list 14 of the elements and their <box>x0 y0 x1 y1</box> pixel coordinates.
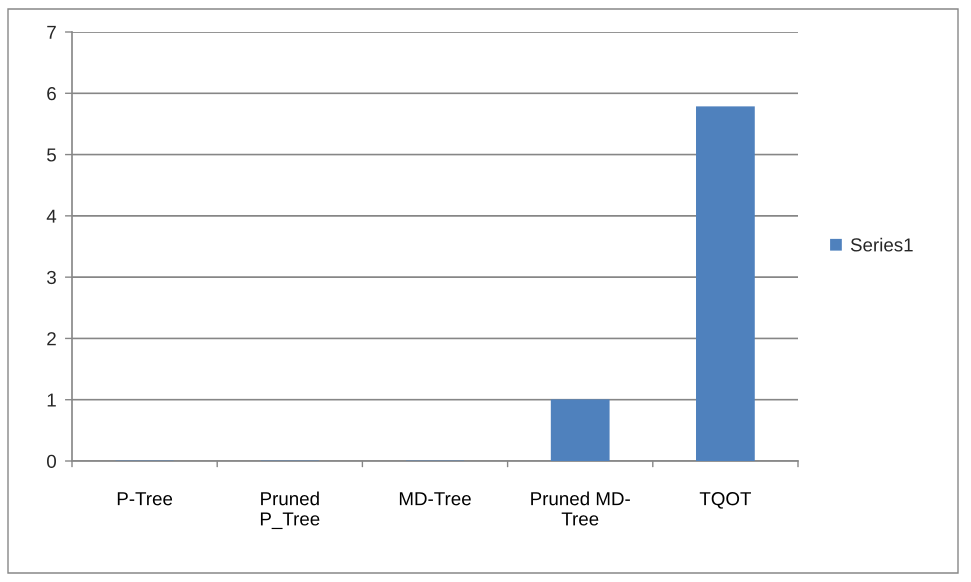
x-tick-label: TQOT <box>700 492 752 509</box>
x-tick-label: Pruned MD-Tree <box>531 492 630 526</box>
x-tick-label: Pruned P_Tree <box>260 492 320 530</box>
x-tick-label: MD-Tree <box>400 492 471 506</box>
legend-label: Series1 <box>850 238 913 252</box>
y-tick-label: 0 <box>47 454 56 468</box>
y-tick-label: 7 <box>47 26 56 39</box>
y-tick-label: 6 <box>47 86 56 100</box>
y-tick-label: 4 <box>46 210 56 223</box>
x-tick-label: P-Tree <box>118 492 172 506</box>
y-tick-label: 3 <box>47 270 56 284</box>
y-tick-label: 1 <box>48 394 56 407</box>
y-tick-label: 2 <box>47 332 56 346</box>
y-tick-label: 5 <box>47 148 56 162</box>
